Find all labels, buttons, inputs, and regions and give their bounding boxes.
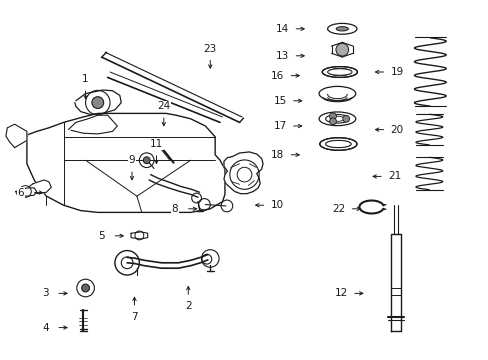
Text: 18: 18 [270, 150, 284, 160]
Text: 13: 13 [275, 51, 289, 61]
Ellipse shape [319, 112, 355, 126]
Text: 14: 14 [275, 24, 289, 34]
Polygon shape [16, 188, 37, 196]
Text: 22: 22 [331, 204, 345, 214]
Circle shape [329, 118, 336, 125]
Text: 19: 19 [389, 67, 403, 77]
Polygon shape [6, 124, 27, 148]
Ellipse shape [319, 138, 356, 150]
Text: 8: 8 [171, 204, 178, 214]
Text: 21: 21 [387, 171, 401, 181]
Ellipse shape [336, 27, 347, 31]
Text: 17: 17 [273, 121, 286, 131]
Circle shape [143, 157, 150, 164]
Polygon shape [29, 180, 51, 194]
Polygon shape [131, 232, 147, 239]
Polygon shape [27, 113, 224, 212]
Text: 1: 1 [82, 74, 89, 84]
Text: 16: 16 [270, 71, 284, 81]
Ellipse shape [322, 67, 357, 77]
Circle shape [335, 43, 348, 56]
Text: 24: 24 [157, 101, 170, 111]
Ellipse shape [327, 69, 351, 75]
Text: 23: 23 [203, 44, 217, 54]
Text: 11: 11 [149, 139, 163, 149]
Polygon shape [224, 152, 263, 194]
Ellipse shape [319, 86, 355, 101]
Circle shape [342, 115, 349, 122]
Text: 6: 6 [18, 188, 24, 198]
Text: 9: 9 [128, 155, 135, 165]
Text: 5: 5 [98, 231, 105, 241]
Circle shape [329, 113, 336, 120]
Circle shape [81, 284, 89, 292]
Text: 7: 7 [131, 312, 138, 322]
Text: 15: 15 [273, 96, 286, 106]
Polygon shape [390, 234, 400, 331]
Text: 12: 12 [334, 288, 347, 298]
Text: 2: 2 [184, 301, 191, 311]
Text: 3: 3 [42, 288, 49, 298]
Text: 4: 4 [42, 323, 49, 333]
Text: 10: 10 [270, 200, 283, 210]
Circle shape [92, 97, 103, 108]
Text: 20: 20 [390, 125, 403, 135]
Ellipse shape [325, 140, 350, 148]
